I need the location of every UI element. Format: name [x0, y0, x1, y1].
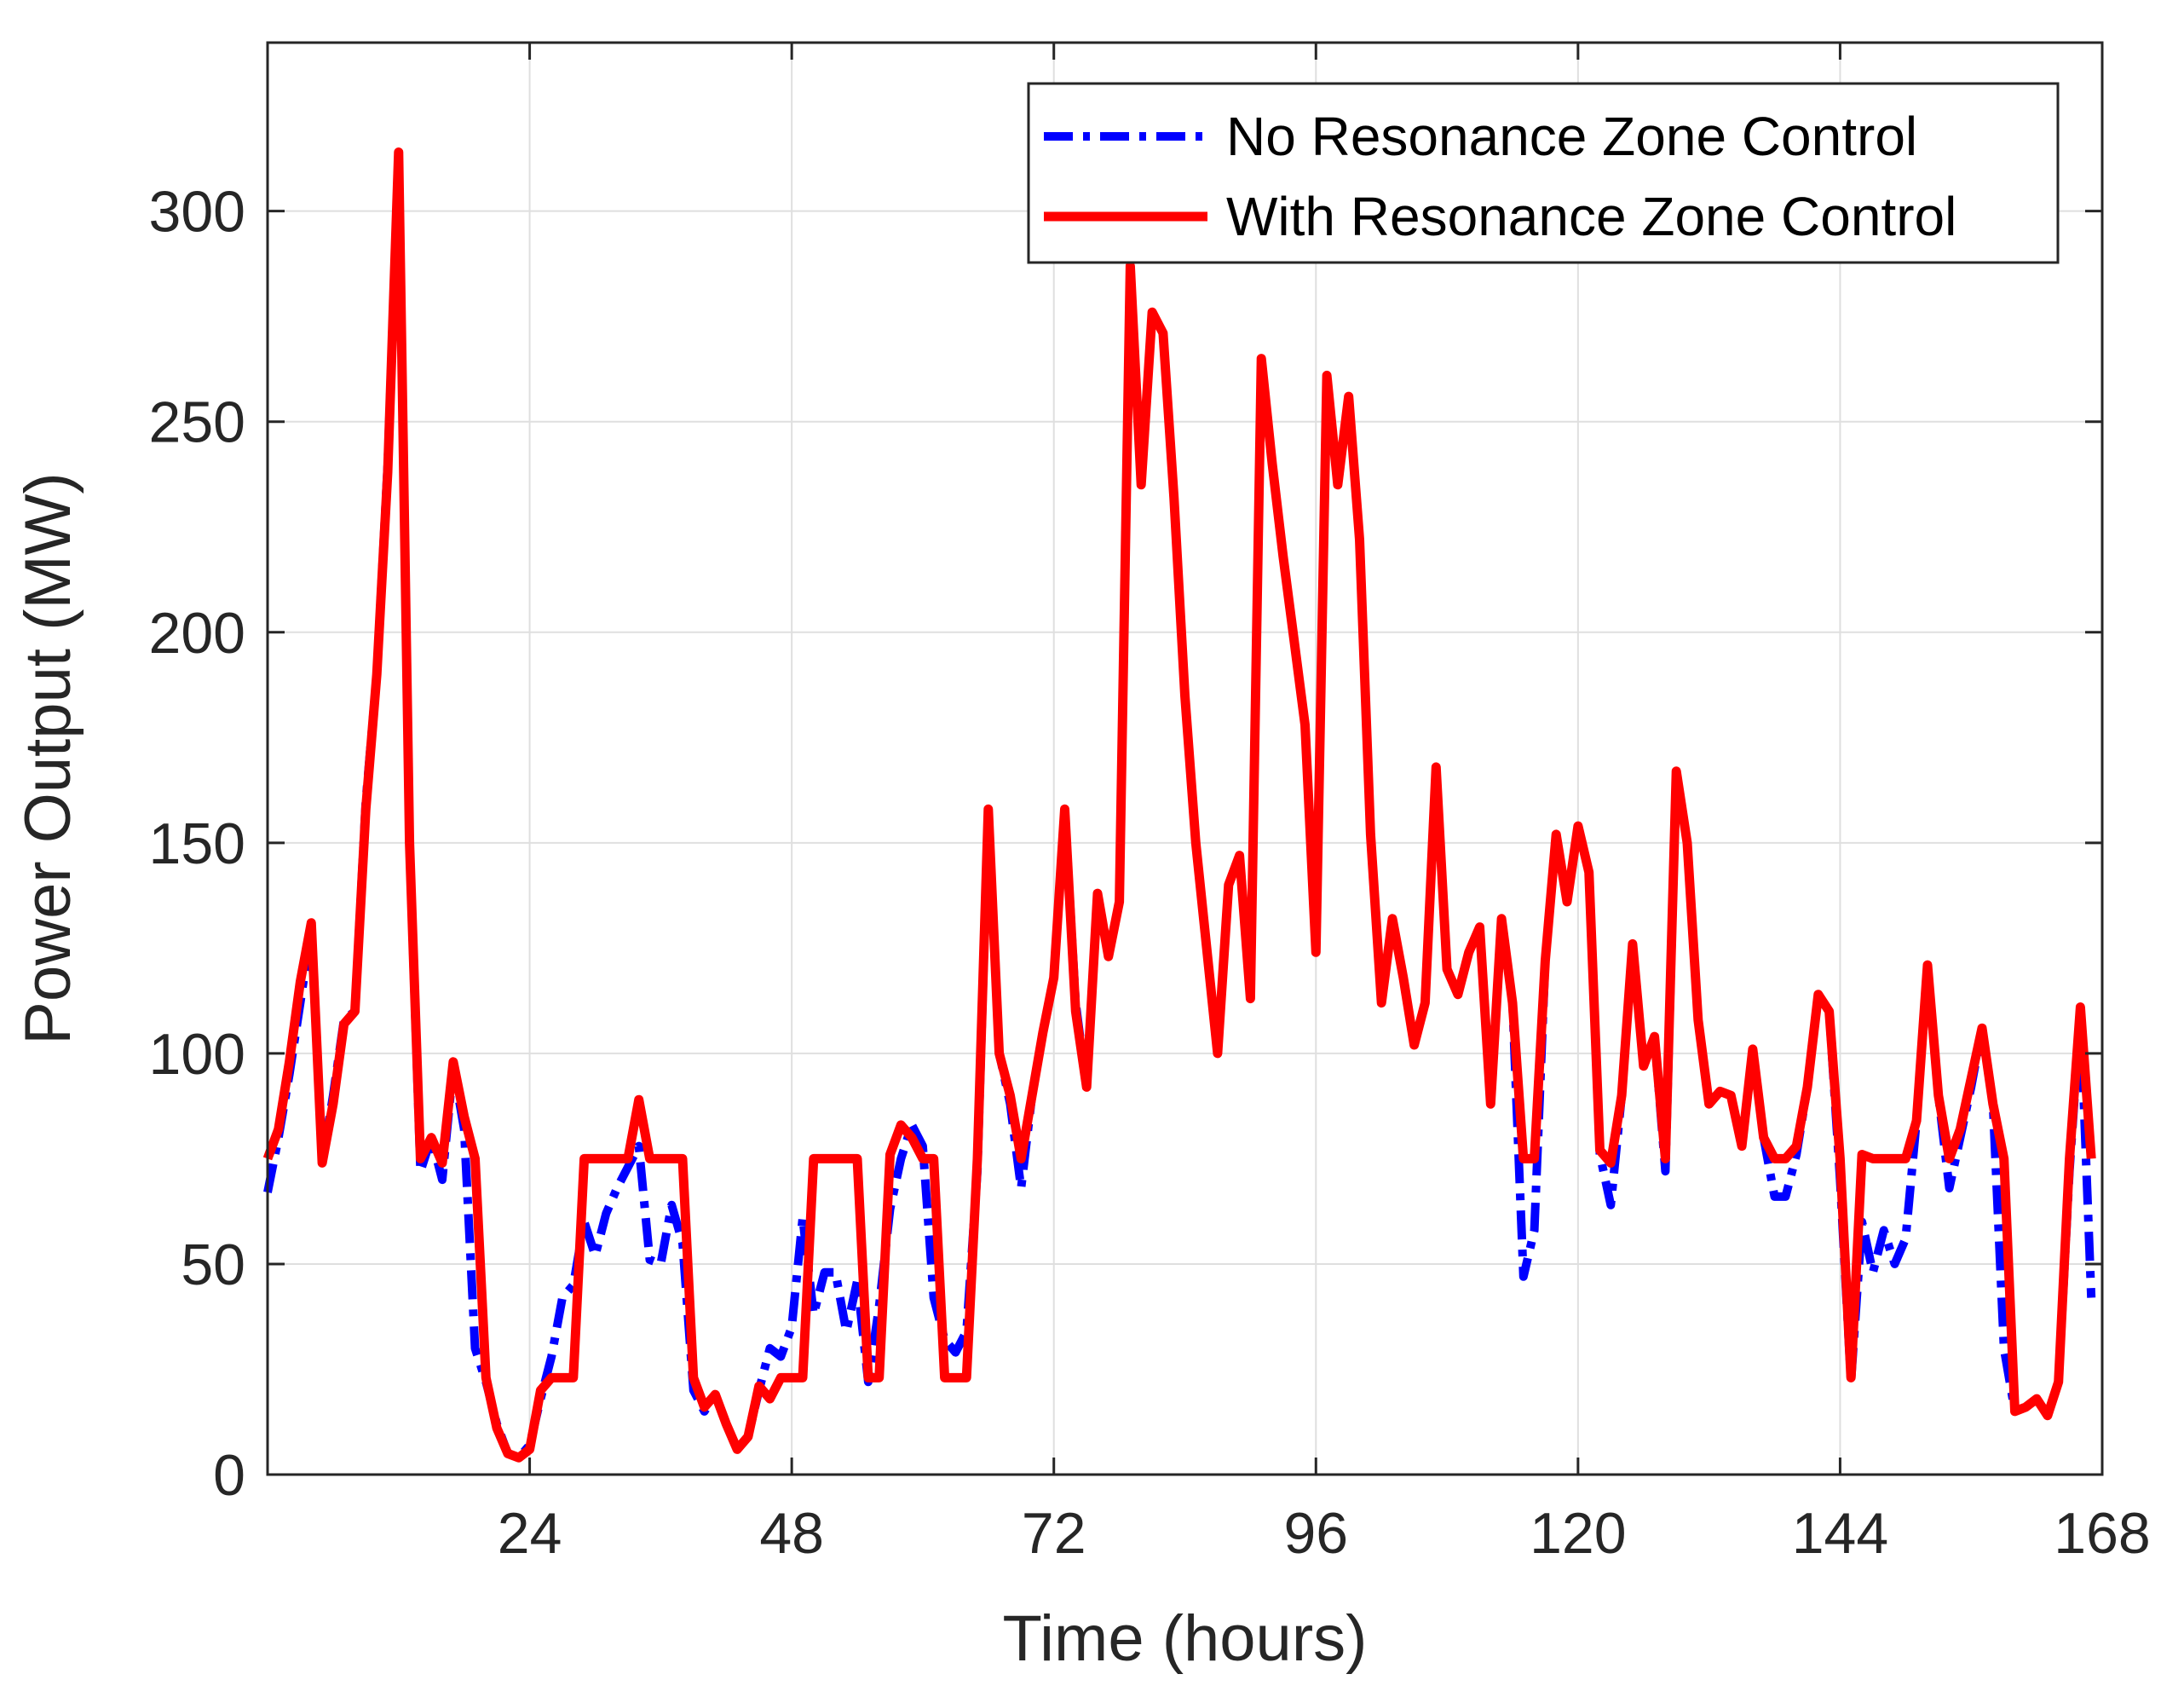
y-tick-label: 0 — [213, 1443, 245, 1508]
y-tick-label: 200 — [149, 601, 245, 666]
x-tick-label: 24 — [498, 1501, 562, 1566]
legend-label-with-control: With Resonance Zone Control — [1226, 186, 1956, 247]
y-tick-label: 250 — [149, 390, 245, 455]
legend-box — [1027, 82, 2060, 264]
y-tick-label: 300 — [149, 180, 245, 245]
x-tick-label: 96 — [1283, 1501, 1348, 1566]
data-series — [262, 147, 2096, 1463]
x-axis-title: Time (hours) — [1003, 1602, 1368, 1675]
y-tick-label: 100 — [149, 1022, 245, 1087]
x-tick-label: 144 — [1792, 1501, 1888, 1566]
x-tick-label: 48 — [759, 1501, 824, 1566]
axis-ticks: 24 48 72 96 120 144 168 0 50 100 150 200 250 300 — [149, 43, 2151, 1566]
legend: No Resonance Zone Control With Resonance… — [1027, 82, 2060, 264]
x-tick-label: 120 — [1530, 1501, 1626, 1566]
legend-label-no-control: No Resonance Zone Control — [1226, 106, 1917, 167]
y-tick-label: 150 — [149, 811, 245, 876]
x-tick-label: 168 — [2054, 1501, 2150, 1566]
y-tick-label: 50 — [181, 1233, 245, 1297]
axes-frame — [266, 41, 2104, 1476]
series-line-1 — [262, 147, 2096, 1463]
y-axis-title: Power Output (MW) — [12, 472, 84, 1044]
x-tick-label: 72 — [1022, 1501, 1086, 1566]
